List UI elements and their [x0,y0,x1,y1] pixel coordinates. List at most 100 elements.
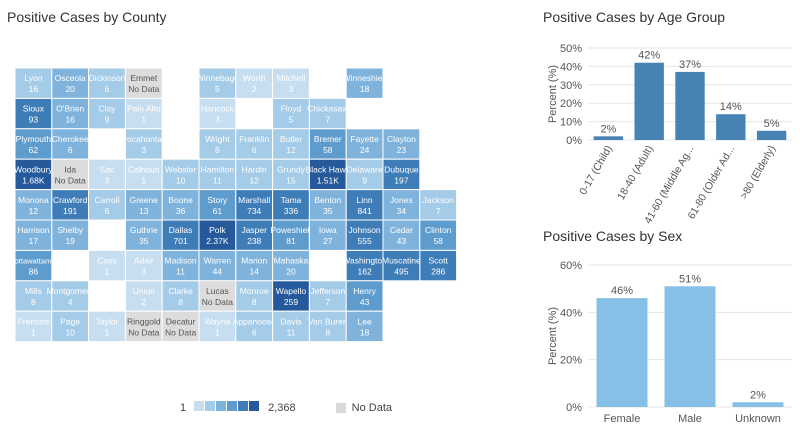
county-value-woodbury: 1.68K [22,175,45,185]
county-name-linn: Linn [357,195,373,205]
bar-18-40-adult[interactable] [634,62,664,140]
bar-80-elderly[interactable] [756,130,787,140]
bar-61-80-older-ad[interactable] [716,114,746,140]
bar-unknown[interactable] [732,402,784,407]
x-tick-label-61-80-older-ad: 61-80 (Older Ad... [686,144,738,222]
county-name-ida: Ida [64,164,76,174]
bar-41-60-middle-ag[interactable] [675,71,705,140]
bar-0-17-child[interactable] [593,136,624,140]
county-name-boone: Boone [168,195,193,205]
bar-male[interactable] [664,286,716,407]
bar-female[interactable] [596,298,648,407]
